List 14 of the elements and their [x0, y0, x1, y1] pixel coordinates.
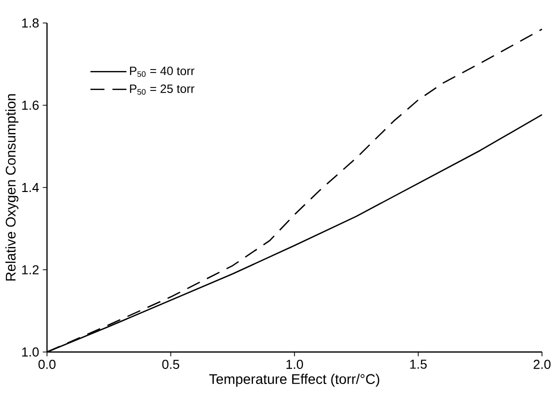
x-tick-label: 0.0	[38, 360, 56, 369]
x-tick-label: 1.5	[410, 360, 427, 369]
y-tick-label: 1.0	[22, 347, 39, 357]
x-axis-title: Temperature Effect (torr/°C)	[209, 374, 380, 387]
y-tick-label: 1.8	[22, 18, 39, 28]
y-tick-label: 1.4	[22, 183, 39, 192]
y-tick-label: 1.2	[22, 265, 39, 274]
legend-label: P$_{50}$ = 25 torr	[130, 84, 194, 95]
y-axis-title: Relative Oxygen Consumption	[5, 94, 18, 281]
y-tick-label: 1.6	[22, 100, 39, 110]
x-tick-label: 0.5	[162, 360, 180, 369]
x-tick-label: 2.0	[534, 360, 551, 369]
legend-label: P$_{50}$ = 40 torr	[130, 66, 194, 77]
x-tick-label: 1.0	[286, 360, 304, 369]
